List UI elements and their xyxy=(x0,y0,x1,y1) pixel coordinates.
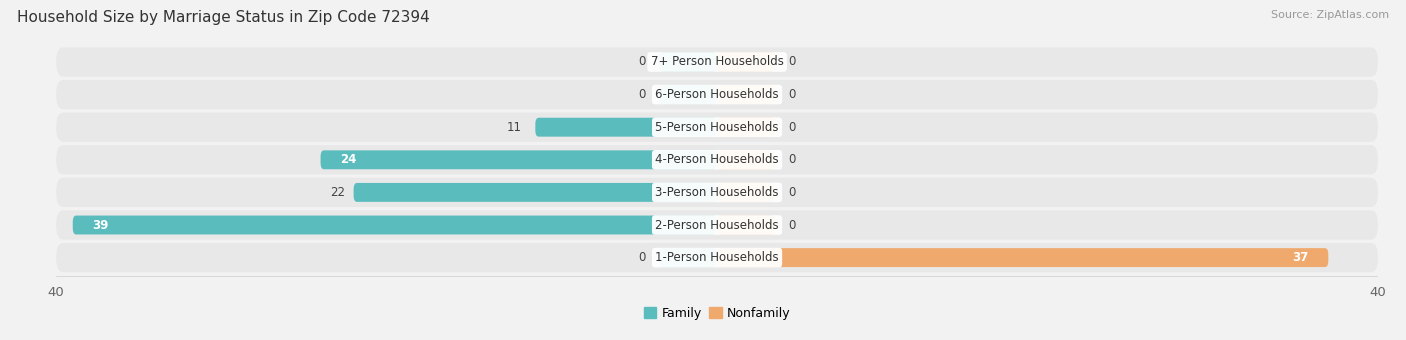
Text: 2-Person Households: 2-Person Households xyxy=(655,219,779,232)
Text: 0: 0 xyxy=(638,88,645,101)
FancyBboxPatch shape xyxy=(56,47,1378,76)
FancyBboxPatch shape xyxy=(717,216,775,235)
Text: 5-Person Households: 5-Person Households xyxy=(655,121,779,134)
FancyBboxPatch shape xyxy=(717,150,775,169)
FancyBboxPatch shape xyxy=(56,178,1378,207)
FancyBboxPatch shape xyxy=(56,145,1378,174)
Text: 0: 0 xyxy=(789,55,796,68)
Text: 6-Person Households: 6-Person Households xyxy=(655,88,779,101)
FancyBboxPatch shape xyxy=(56,80,1378,109)
Text: 4-Person Households: 4-Person Households xyxy=(655,153,779,166)
FancyBboxPatch shape xyxy=(56,210,1378,240)
Text: 0: 0 xyxy=(638,55,645,68)
FancyBboxPatch shape xyxy=(659,85,717,104)
FancyBboxPatch shape xyxy=(717,53,775,71)
FancyBboxPatch shape xyxy=(717,248,1329,267)
Text: Source: ZipAtlas.com: Source: ZipAtlas.com xyxy=(1271,10,1389,20)
Text: 1-Person Households: 1-Person Households xyxy=(655,251,779,264)
Legend: Family, Nonfamily: Family, Nonfamily xyxy=(638,302,796,325)
FancyBboxPatch shape xyxy=(354,183,717,202)
FancyBboxPatch shape xyxy=(717,118,775,137)
Text: 39: 39 xyxy=(93,219,108,232)
Text: 24: 24 xyxy=(340,153,357,166)
FancyBboxPatch shape xyxy=(717,85,775,104)
Text: 37: 37 xyxy=(1292,251,1309,264)
Text: 0: 0 xyxy=(789,153,796,166)
Text: 7+ Person Households: 7+ Person Households xyxy=(651,55,783,68)
FancyBboxPatch shape xyxy=(56,243,1378,272)
Text: 0: 0 xyxy=(789,88,796,101)
FancyBboxPatch shape xyxy=(536,118,717,137)
Text: Household Size by Marriage Status in Zip Code 72394: Household Size by Marriage Status in Zip… xyxy=(17,10,430,25)
Text: 0: 0 xyxy=(789,121,796,134)
Text: 11: 11 xyxy=(508,121,522,134)
FancyBboxPatch shape xyxy=(56,113,1378,142)
FancyBboxPatch shape xyxy=(659,53,717,71)
FancyBboxPatch shape xyxy=(73,216,717,235)
FancyBboxPatch shape xyxy=(321,150,717,169)
FancyBboxPatch shape xyxy=(717,183,775,202)
Text: 0: 0 xyxy=(638,251,645,264)
Text: 3-Person Households: 3-Person Households xyxy=(655,186,779,199)
Text: 22: 22 xyxy=(330,186,346,199)
FancyBboxPatch shape xyxy=(659,248,717,267)
Text: 0: 0 xyxy=(789,186,796,199)
Text: 0: 0 xyxy=(789,219,796,232)
